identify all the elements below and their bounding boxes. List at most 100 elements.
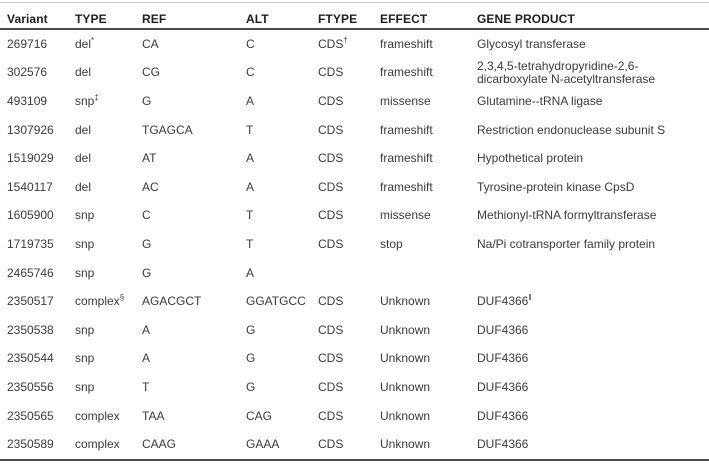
alt-value: T: [246, 122, 254, 137]
type-value: del: [75, 151, 92, 166]
alt-value: G: [246, 379, 256, 394]
cell-ref: CG: [142, 59, 246, 88]
cell-ftype: CDS: [318, 287, 380, 316]
cell-alt: G: [246, 373, 318, 402]
effect-value: missense: [380, 208, 431, 223]
cell-effect: Unknown: [380, 430, 477, 460]
cell-alt: A: [246, 144, 318, 173]
cell-gene-product: 2,3,4,5-tetrahydropyridine-2,6-dicarboxy…: [477, 59, 709, 88]
cell-alt: C: [246, 59, 318, 88]
cell-effect: frameshift: [380, 173, 477, 202]
type-value: snp: [75, 265, 95, 280]
ftype-value: CDS: [318, 408, 344, 423]
alt-value: GGATGCC: [246, 294, 306, 309]
cell-ref: AC: [142, 173, 246, 202]
cell-ref: G: [142, 87, 246, 116]
cell-variant: 1307926: [0, 116, 75, 145]
table-row: 1605900 snp C T CDS missense Methionyl-t…: [0, 202, 709, 231]
cell-effect: stop: [380, 230, 477, 259]
cell-gene-product: Restriction endonuclease subunit S: [477, 116, 709, 145]
ref-value: A: [142, 322, 151, 337]
ref-value: G: [142, 236, 152, 251]
table-row: 2350538 snp A G CDS Unknown DUF4366: [0, 316, 709, 345]
cell-type: complex§: [75, 287, 142, 316]
col-header-type: TYPE: [75, 2, 142, 30]
type-value: complex: [75, 294, 120, 309]
cell-ftype: CDS: [318, 173, 380, 202]
cell-effect: missense: [380, 87, 477, 116]
alt-value: T: [246, 208, 254, 223]
gene-product-value: Methionyl-tRNA formyltransferase: [477, 208, 657, 223]
cell-gene-product: Tyrosine-protein kinase CpsD: [477, 173, 709, 202]
ref-value: C: [142, 208, 151, 223]
table-row: 2350589 complex CAAG GAAA CDS Unknown DU…: [0, 430, 709, 460]
variant-value: 493109: [7, 93, 48, 108]
cell-type: snp‡: [75, 87, 142, 116]
table-row: 269716 del* CA C CDS† frameshift Glycosy…: [0, 29, 709, 59]
cell-ref: G: [142, 230, 246, 259]
cell-effect: missense: [380, 202, 477, 231]
cell-ftype: CDS: [318, 402, 380, 431]
table-header: Variant TYPE REF ALT FTYPE EFFECT GENE P…: [0, 2, 709, 30]
cell-variant: 269716: [0, 29, 75, 59]
cell-effect: Unknown: [380, 402, 477, 431]
cell-ftype: CDS†: [318, 29, 380, 59]
gene-product-value: DUF4366: [477, 437, 529, 452]
cell-variant: 2350556: [0, 373, 75, 402]
gene-product-value: DUF4366: [477, 351, 529, 366]
footnote-marker: †: [343, 35, 348, 45]
footnote-marker: *: [91, 35, 95, 45]
effect-value: Unknown: [380, 379, 431, 394]
cell-gene-product: Hypothetical protein: [477, 144, 709, 173]
ref-value: CG: [142, 65, 160, 80]
cell-ftype: CDS: [318, 116, 380, 145]
ref-value: CAAG: [142, 437, 177, 452]
table-row: 2350517 complex§ AGACGCT GGATGCC CDS Unk…: [0, 287, 709, 316]
type-value: del: [75, 36, 92, 51]
ref-value: AC: [142, 179, 159, 194]
cell-ftype: CDS: [318, 430, 380, 460]
type-value: snp: [75, 379, 95, 394]
cell-ref: A: [142, 345, 246, 374]
ref-value: A: [142, 351, 151, 366]
ftype-value: CDS: [318, 93, 344, 108]
cell-ref: T: [142, 373, 246, 402]
effect-value: Unknown: [380, 294, 431, 309]
gene-product-value: 2,3,4,5-tetrahydropyridine-2,6-dicarboxy…: [477, 58, 656, 86]
cell-effect: [380, 259, 477, 288]
cell-effect: Unknown: [380, 345, 477, 374]
effect-value: missense: [380, 93, 431, 108]
cell-type: snp: [75, 259, 142, 288]
type-value: complex: [75, 408, 120, 423]
footnote-marker: ‡: [94, 92, 99, 102]
table-row: 302576 del CG C CDS frameshift 2,3,4,5-t…: [0, 59, 709, 88]
col-header-ftype: FTYPE: [318, 2, 380, 30]
variant-value: 1540117: [7, 179, 53, 194]
table-row: 2350565 complex TAA CAG CDS Unknown DUF4…: [0, 402, 709, 431]
cell-type: snp: [75, 316, 142, 345]
effect-value: frameshift: [380, 65, 433, 80]
cell-ftype: CDS: [318, 202, 380, 231]
cell-ref: AT: [142, 144, 246, 173]
ftype-value: CDS: [318, 322, 344, 337]
effect-value: stop: [380, 236, 403, 251]
cell-ftype: CDS: [318, 345, 380, 374]
table-row: 1519029 del AT A CDS frameshift Hypothet…: [0, 144, 709, 173]
gene-product-value: DUF4366: [477, 294, 529, 309]
ref-value: T: [142, 379, 150, 394]
type-value: del: [75, 179, 92, 194]
variant-value: 2350517: [7, 294, 54, 309]
cell-variant: 2350544: [0, 345, 75, 374]
variant-value: 1307926: [7, 122, 54, 137]
effect-value: Unknown: [380, 437, 431, 452]
cell-gene-product: Glutamine--tRNA ligase: [477, 87, 709, 116]
cell-variant: 1719735: [0, 230, 75, 259]
effect-value: frameshift: [380, 36, 433, 51]
cell-ftype: CDS: [318, 87, 380, 116]
variant-value: 1719735: [7, 236, 54, 251]
ref-value: AT: [142, 151, 157, 166]
cell-effect: frameshift: [380, 116, 477, 145]
effect-value: frameshift: [380, 122, 433, 137]
cell-type: del*: [75, 29, 142, 59]
